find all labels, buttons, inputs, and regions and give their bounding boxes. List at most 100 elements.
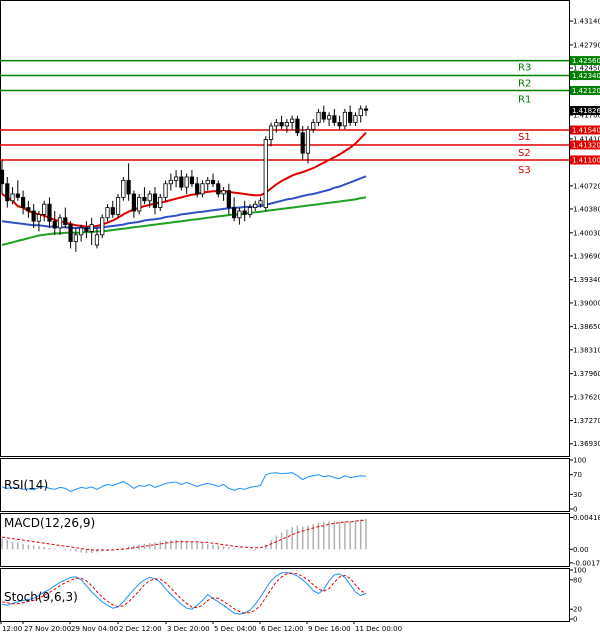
level-price-tag: 1.42560 [572, 57, 600, 65]
candle-bull [168, 179, 173, 185]
x-tick-label: 5 Dec 04:00 [214, 625, 257, 633]
candle-bull [284, 122, 289, 127]
rsi-tick-label: 100 [573, 457, 586, 465]
candle [205, 176, 210, 191]
candle [0, 159, 5, 194]
x-tick-label: 6 Dec 12:00 [261, 625, 304, 633]
candle-bear [5, 183, 10, 202]
candle [168, 173, 173, 191]
candle [195, 176, 200, 198]
candle [115, 193, 121, 218]
candle [36, 210, 42, 232]
candle-bull [342, 111, 347, 127]
price-tick-label: 1.38650 [573, 323, 600, 331]
candle [348, 105, 353, 126]
price-tick-label: 1.37620 [573, 393, 600, 401]
candle-bull [258, 200, 263, 205]
stoch-tick-label: 20 [573, 606, 582, 614]
candle-bear [84, 227, 89, 232]
candle-bull [263, 139, 268, 208]
candle-bull [147, 193, 152, 202]
price-tick-label: 1.42450 [573, 65, 600, 73]
candle-bull [105, 207, 110, 219]
candle-bull [274, 122, 279, 127]
candle-bull [268, 125, 274, 140]
candle [121, 176, 126, 201]
candle [332, 108, 337, 126]
price-tick-label: 1.37960 [573, 370, 600, 378]
candle-bear [21, 196, 26, 208]
x-tick-label: 29 Nov 04:00 [71, 625, 118, 633]
candle-bear [0, 169, 5, 185]
level-name-s3: S3 [518, 165, 531, 176]
candle-bear [337, 122, 342, 127]
candle [110, 200, 115, 218]
candle [15, 180, 20, 201]
candle [232, 197, 237, 222]
candle-bull [10, 193, 15, 202]
candle [84, 221, 89, 239]
candle [295, 115, 300, 137]
candle-bull [36, 213, 42, 222]
candle-bull [200, 183, 205, 195]
candle-bear [63, 217, 68, 225]
x-tick-label: 3 Dec 20:00 [167, 625, 210, 633]
stoch-stoch-d-line [1, 572, 367, 614]
macd-tick-label: 0.004181 [573, 514, 600, 522]
candle-bull [237, 210, 242, 219]
level-name-s1: S1 [518, 132, 531, 143]
candle [5, 176, 10, 208]
candle-bear [52, 220, 57, 229]
candle [247, 204, 253, 218]
candle-bull [158, 196, 163, 208]
candle [152, 187, 158, 215]
price-tick-label: 1.39340 [573, 276, 600, 284]
level-price-tag-bg [570, 56, 600, 66]
candle-bear [189, 176, 195, 185]
stoch-stoch-k-line [1, 571, 367, 615]
candle-bear [68, 224, 73, 243]
candle-bull [163, 183, 168, 198]
candle [79, 224, 84, 242]
candle [73, 228, 78, 252]
candle-bull [247, 207, 253, 215]
candle-bear [226, 190, 231, 208]
candle-bull [326, 115, 332, 120]
candle-bear [295, 118, 300, 134]
candle [316, 108, 321, 126]
candle [221, 187, 226, 201]
candle [268, 122, 274, 147]
x-tick-label: 27 Nov 20:00 [24, 625, 71, 633]
price-tick-label: 1.42790 [573, 41, 600, 49]
price-tick-label: 1.41410 [573, 135, 600, 143]
candle [342, 108, 347, 130]
price-tick-label: 1.41760 [573, 112, 600, 120]
candle [189, 170, 195, 188]
candle [10, 187, 15, 205]
candle-bull [121, 179, 126, 198]
stoch-tick-label: 80 [573, 576, 582, 584]
level-price-tag-bg [570, 71, 600, 81]
candle [300, 125, 305, 160]
candle-bear [110, 207, 115, 215]
candle [210, 173, 216, 188]
candle [42, 200, 47, 222]
level-name-r2: R2 [518, 79, 531, 90]
candle-bull [358, 108, 363, 117]
candle [226, 183, 231, 215]
candle [31, 204, 36, 228]
candle-bear [26, 207, 31, 212]
candle-bear [363, 108, 369, 111]
rsi-rsi-line [1, 472, 367, 492]
candle-bear [332, 115, 337, 123]
rsi-tick-label: 70 [573, 471, 582, 479]
candle-bear [126, 179, 131, 195]
candle [263, 136, 268, 211]
candle [158, 193, 163, 211]
stoch-label: Stoch(9,6,3) [4, 590, 78, 604]
candle [179, 170, 184, 191]
candle [52, 210, 57, 235]
candle [68, 221, 73, 249]
candle [163, 180, 168, 201]
candle [311, 119, 316, 133]
